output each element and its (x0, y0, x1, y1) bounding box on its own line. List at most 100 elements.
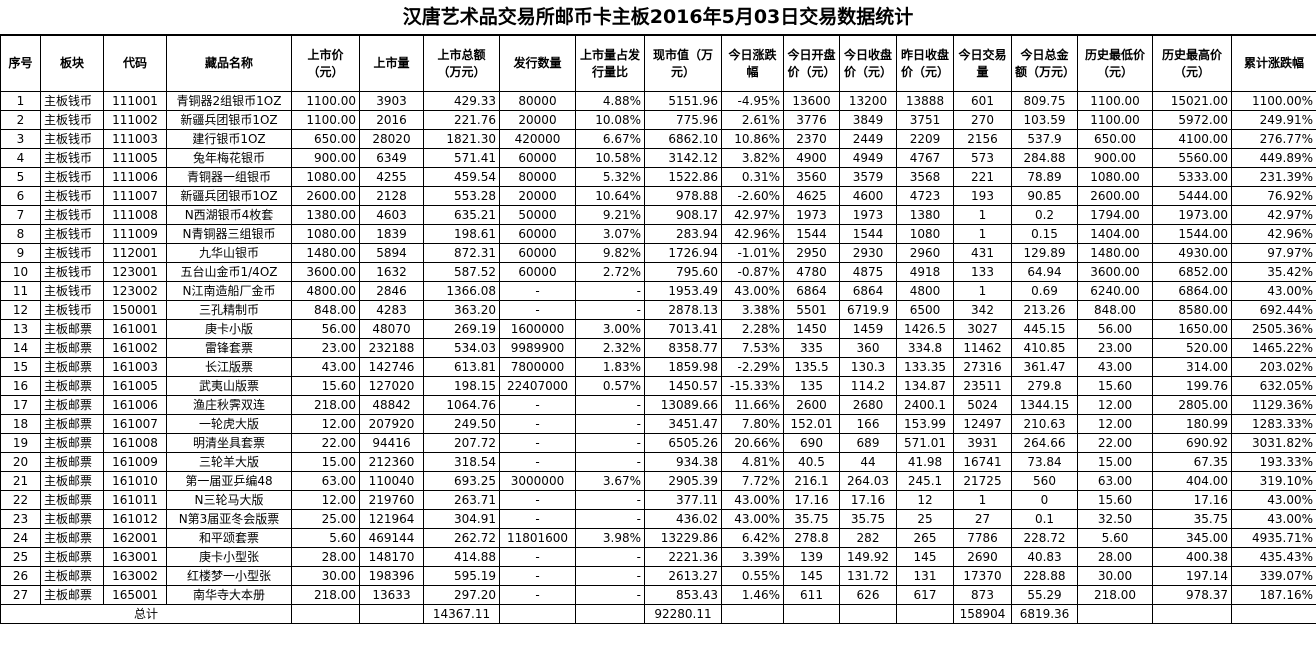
table-cell: 5972.00 (1152, 110, 1232, 130)
table-cell: 7013.41 (644, 319, 722, 339)
table-cell: 3903 (359, 91, 424, 111)
table-cell: 435.43% (1231, 547, 1316, 567)
table-cell: 90.85 (1011, 186, 1078, 206)
column-header: 上市量 (359, 35, 424, 92)
table-cell: 3.67% (575, 471, 645, 491)
table-cell: 4283 (359, 300, 424, 320)
table-cell: 8 (0, 224, 41, 244)
table-cell: 228.72 (1011, 528, 1078, 548)
table-cell: 218.00 (1077, 585, 1153, 605)
table-cell: 3.39% (721, 547, 784, 567)
table-cell: 6240.00 (1077, 281, 1153, 301)
table-cell: 主板邮票 (40, 433, 104, 453)
table-cell: 主板钱币 (40, 262, 104, 282)
table-cell: - (499, 433, 576, 453)
table-cell: 1 (0, 91, 41, 111)
table-cell: 459.54 (423, 167, 500, 187)
table-cell: 161009 (103, 452, 167, 472)
table-cell: 12.00 (291, 414, 360, 434)
table-cell: 133.35 (896, 357, 954, 377)
table-cell: 1380.00 (291, 205, 360, 225)
table-cell: 1821.30 (423, 129, 500, 149)
table-cell: 1839 (359, 224, 424, 244)
table-cell: 6719.9 (839, 300, 897, 320)
table-cell: 2878.13 (644, 300, 722, 320)
table-cell: 1080.00 (1077, 167, 1153, 187)
table-cell: 339.07% (1231, 566, 1316, 586)
table-row: 27 主板邮票 165001 南华寺大本册 218.00 13633 297.20- -853… (0, 585, 1316, 605)
table-row: 15 主板邮票 161003 长江版票 43.00 142746 613.81 7800000… (0, 357, 1316, 377)
table-cell: 7.80% (721, 414, 784, 434)
table-cell: 2.28% (721, 319, 784, 339)
table-cell: 25 (896, 509, 954, 529)
table-cell: 131 (896, 566, 954, 586)
table-cell: 10.64% (575, 186, 645, 206)
table-cell: 262.72 (423, 528, 500, 548)
table-cell: 161011 (103, 490, 167, 510)
table-cell: 218.00 (291, 585, 360, 605)
table-cell: 主板钱币 (40, 148, 104, 168)
table-cell: 111007 (103, 186, 167, 206)
table-cell: 795.60 (644, 262, 722, 282)
table-cell: 420000 (499, 129, 576, 149)
table-cell: 1366.08 (423, 281, 500, 301)
table-cell: 469144 (359, 528, 424, 548)
table-cell: 7786 (953, 528, 1012, 548)
table-cell: 197.14 (1152, 566, 1232, 586)
table-cell: 4100.00 (1152, 129, 1232, 149)
table-cell: 908.17 (644, 205, 722, 225)
table-cell: 3751 (896, 110, 954, 130)
table-cell: 64.94 (1011, 262, 1078, 282)
table-cell: 80000 (499, 91, 576, 111)
table-cell: -4.95% (721, 91, 784, 111)
table-cell: 219760 (359, 490, 424, 510)
table-cell: 17370 (953, 566, 1012, 586)
table-cell: N青铜器三组银币 (166, 224, 292, 244)
table-cell: 23.00 (291, 338, 360, 358)
table-cell: 0.1 (1011, 509, 1078, 529)
table-cell: 2690 (953, 547, 1012, 567)
table-cell: 429.33 (423, 91, 500, 111)
table-cell: 和平颂套票 (166, 528, 292, 548)
table-cell: - (575, 395, 645, 415)
table-cell: 2505.36% (1231, 319, 1316, 339)
table-cell: 283.94 (644, 224, 722, 244)
table-cell: 335 (783, 338, 840, 358)
table-cell: 5.32% (575, 167, 645, 187)
table-cell: 6 (0, 186, 41, 206)
table-row: 19 主板邮票 161008 明清坐具套票 22.00 94416 207.72- -6505… (0, 433, 1316, 453)
table-cell: 900.00 (291, 148, 360, 168)
table-cell: 1973.00 (1152, 205, 1232, 225)
table-cell: 775.96 (644, 110, 722, 130)
table-cell: 48842 (359, 395, 424, 415)
table-row: 12 主板钱币 150001 三孔精制币 848.00 4283 363.20- -2878.… (0, 300, 1316, 320)
table-row: 6 主板钱币 111007 新疆兵团银币1OZ 2600.00 2128 553.28 200… (0, 186, 1316, 206)
table-cell: 第一届亚乒编48 (166, 471, 292, 491)
table-row: 22 主板邮票 161011 N三轮马大版 12.00 219760 263.71- -377… (0, 490, 1316, 510)
table-cell: 278.8 (783, 528, 840, 548)
table-cell: 9.21% (575, 205, 645, 225)
table-cell: 50000 (499, 205, 576, 225)
table-cell: 35.75 (839, 509, 897, 529)
table-cell: 7 (0, 205, 41, 225)
table-cell: 主板钱币 (40, 243, 104, 263)
table-cell: 41.98 (896, 452, 954, 472)
table-cell: 445.15 (1011, 319, 1078, 339)
table-cell: 180.99 (1152, 414, 1232, 434)
table-cell: 342 (953, 300, 1012, 320)
table-cell: 13 (0, 319, 41, 339)
table-cell: 6.42% (721, 528, 784, 548)
table-cell: 42.97% (1231, 205, 1316, 225)
table-cell: 282 (839, 528, 897, 548)
table-cell: 30.00 (291, 566, 360, 586)
total-label: 总计 (0, 604, 292, 624)
table-cell: 264.66 (1011, 433, 1078, 453)
table-cell: 主板邮票 (40, 357, 104, 377)
table-cell: 1.46% (721, 585, 784, 605)
table-cell: 6852.00 (1152, 262, 1232, 282)
table-cell: 42.97% (721, 205, 784, 225)
column-header: 今日交易量 (953, 35, 1012, 92)
table-cell: 主板钱币 (40, 205, 104, 225)
table-cell: 123002 (103, 281, 167, 301)
table-cell: 161001 (103, 319, 167, 339)
